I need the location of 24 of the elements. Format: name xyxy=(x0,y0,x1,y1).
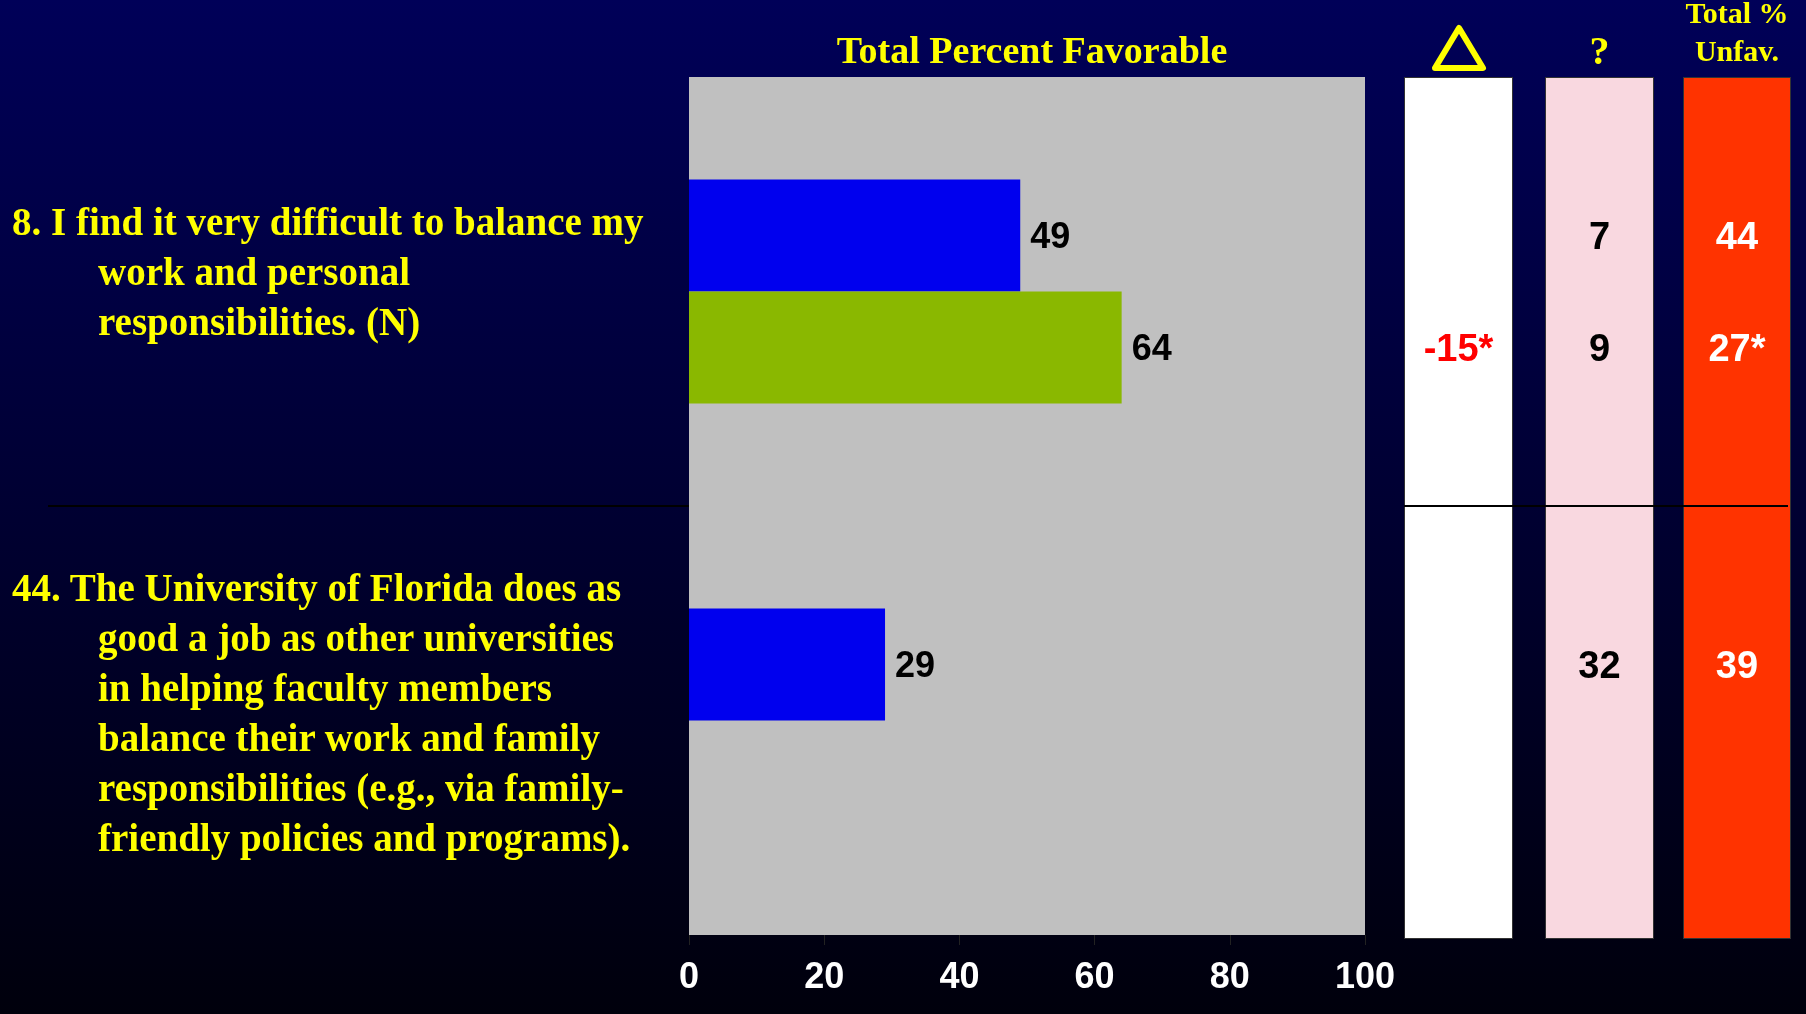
chart-title: Total Percent Favorable xyxy=(836,29,1228,71)
data-label: 27* xyxy=(1707,325,1767,371)
x-tick-label: 40 xyxy=(939,954,980,996)
x-tick-label: 60 xyxy=(1074,954,1115,996)
data-label: 44 xyxy=(1714,213,1760,259)
y-tick-label: 44. The University of Florida does as good a job as other universities in helping faculty members balance their work and family responsibilities (e.g., via family-friendly policies and programs). xyxy=(12,565,632,862)
data-label: 39 xyxy=(1714,642,1760,688)
data-label: 9 xyxy=(1587,325,1612,371)
data-label: 7 xyxy=(1587,213,1612,259)
text: ? xyxy=(1588,28,1611,73)
x-tick-label: 80 xyxy=(1209,954,1250,996)
x-tick-label: 20 xyxy=(804,954,845,996)
data-label: 29 xyxy=(895,644,936,685)
y-tick-label: 8. I find it very difficult to balance my work and personal responsibilities. (N) xyxy=(12,199,645,346)
data-label: -15* xyxy=(1422,325,1495,371)
x-tick-label: 100 xyxy=(1334,954,1396,996)
data-label: 49 xyxy=(1030,215,1071,256)
data-label: 64 xyxy=(1131,327,1172,368)
bar xyxy=(689,608,886,721)
bar xyxy=(689,291,1122,404)
x-tick-label: 0 xyxy=(678,954,700,996)
bar xyxy=(689,179,1021,292)
data-label: 32 xyxy=(1577,642,1622,688)
text: Total % Unfav. xyxy=(1684,0,1790,69)
